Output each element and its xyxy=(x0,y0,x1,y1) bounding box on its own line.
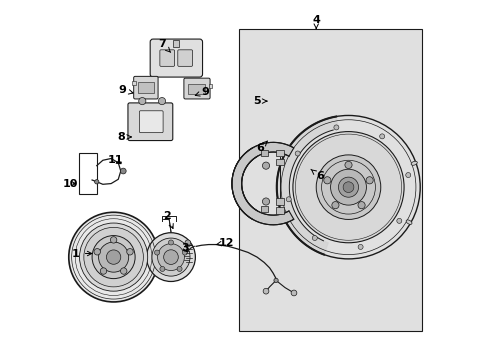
FancyBboxPatch shape xyxy=(160,50,174,66)
Circle shape xyxy=(262,198,269,205)
Circle shape xyxy=(330,169,366,205)
Text: 10: 10 xyxy=(63,179,78,189)
Circle shape xyxy=(100,268,106,274)
Circle shape xyxy=(126,248,133,255)
Text: 11: 11 xyxy=(107,155,123,165)
Circle shape xyxy=(331,202,338,209)
Circle shape xyxy=(157,244,184,270)
Text: 6: 6 xyxy=(310,169,323,181)
Circle shape xyxy=(163,250,178,264)
Circle shape xyxy=(94,248,100,255)
Circle shape xyxy=(154,250,159,255)
Circle shape xyxy=(83,227,143,287)
Circle shape xyxy=(405,172,410,177)
Circle shape xyxy=(379,134,384,139)
Circle shape xyxy=(316,155,380,220)
Circle shape xyxy=(273,278,278,283)
FancyBboxPatch shape xyxy=(139,111,163,133)
Circle shape xyxy=(357,202,365,209)
Circle shape xyxy=(120,268,127,274)
Circle shape xyxy=(152,238,190,276)
Circle shape xyxy=(323,177,330,184)
Circle shape xyxy=(357,244,363,249)
Bar xyxy=(131,81,136,85)
Circle shape xyxy=(160,266,164,271)
Text: 7: 7 xyxy=(158,39,170,53)
Circle shape xyxy=(184,240,190,246)
FancyBboxPatch shape xyxy=(150,39,202,77)
Text: 9: 9 xyxy=(119,85,133,95)
Text: 2: 2 xyxy=(163,211,173,229)
Bar xyxy=(275,207,283,214)
Ellipse shape xyxy=(406,220,411,224)
Circle shape xyxy=(139,98,145,105)
Circle shape xyxy=(292,132,403,243)
Bar xyxy=(275,159,283,165)
Text: 8: 8 xyxy=(117,132,131,142)
Circle shape xyxy=(344,161,351,168)
Text: 6: 6 xyxy=(256,141,267,153)
Bar xyxy=(79,153,97,194)
Circle shape xyxy=(80,223,147,291)
Polygon shape xyxy=(231,148,257,219)
Polygon shape xyxy=(231,142,293,225)
Circle shape xyxy=(110,237,117,243)
FancyBboxPatch shape xyxy=(178,50,192,66)
Circle shape xyxy=(146,233,195,282)
Circle shape xyxy=(99,242,128,272)
Text: 1: 1 xyxy=(72,248,92,258)
FancyBboxPatch shape xyxy=(128,103,172,140)
Circle shape xyxy=(158,98,165,105)
Bar xyxy=(239,30,421,330)
Circle shape xyxy=(312,235,317,240)
Circle shape xyxy=(94,180,99,184)
Circle shape xyxy=(295,151,300,156)
Circle shape xyxy=(338,177,358,197)
Circle shape xyxy=(177,266,182,271)
Circle shape xyxy=(92,235,135,279)
FancyBboxPatch shape xyxy=(183,78,210,99)
Bar xyxy=(188,84,205,94)
FancyBboxPatch shape xyxy=(133,76,158,99)
Circle shape xyxy=(69,212,158,302)
Circle shape xyxy=(285,197,291,202)
Circle shape xyxy=(262,162,269,169)
Circle shape xyxy=(343,182,353,193)
Bar xyxy=(275,150,283,156)
Ellipse shape xyxy=(410,161,416,165)
Bar xyxy=(260,206,267,212)
Circle shape xyxy=(333,125,338,130)
Text: 5: 5 xyxy=(253,96,266,106)
Bar xyxy=(260,150,267,156)
Circle shape xyxy=(182,250,187,255)
Bar xyxy=(138,82,154,93)
Circle shape xyxy=(263,288,268,294)
Circle shape xyxy=(396,219,401,223)
Circle shape xyxy=(290,290,296,296)
Text: 12: 12 xyxy=(216,238,234,248)
Text: 9: 9 xyxy=(195,87,208,97)
Circle shape xyxy=(168,240,173,245)
Circle shape xyxy=(120,168,126,174)
Polygon shape xyxy=(276,117,338,255)
Circle shape xyxy=(366,177,372,184)
Bar xyxy=(208,84,212,88)
Text: 4: 4 xyxy=(312,15,320,28)
Text: 3: 3 xyxy=(181,243,189,253)
Circle shape xyxy=(106,250,121,264)
Bar xyxy=(275,198,283,205)
Bar xyxy=(173,40,179,47)
